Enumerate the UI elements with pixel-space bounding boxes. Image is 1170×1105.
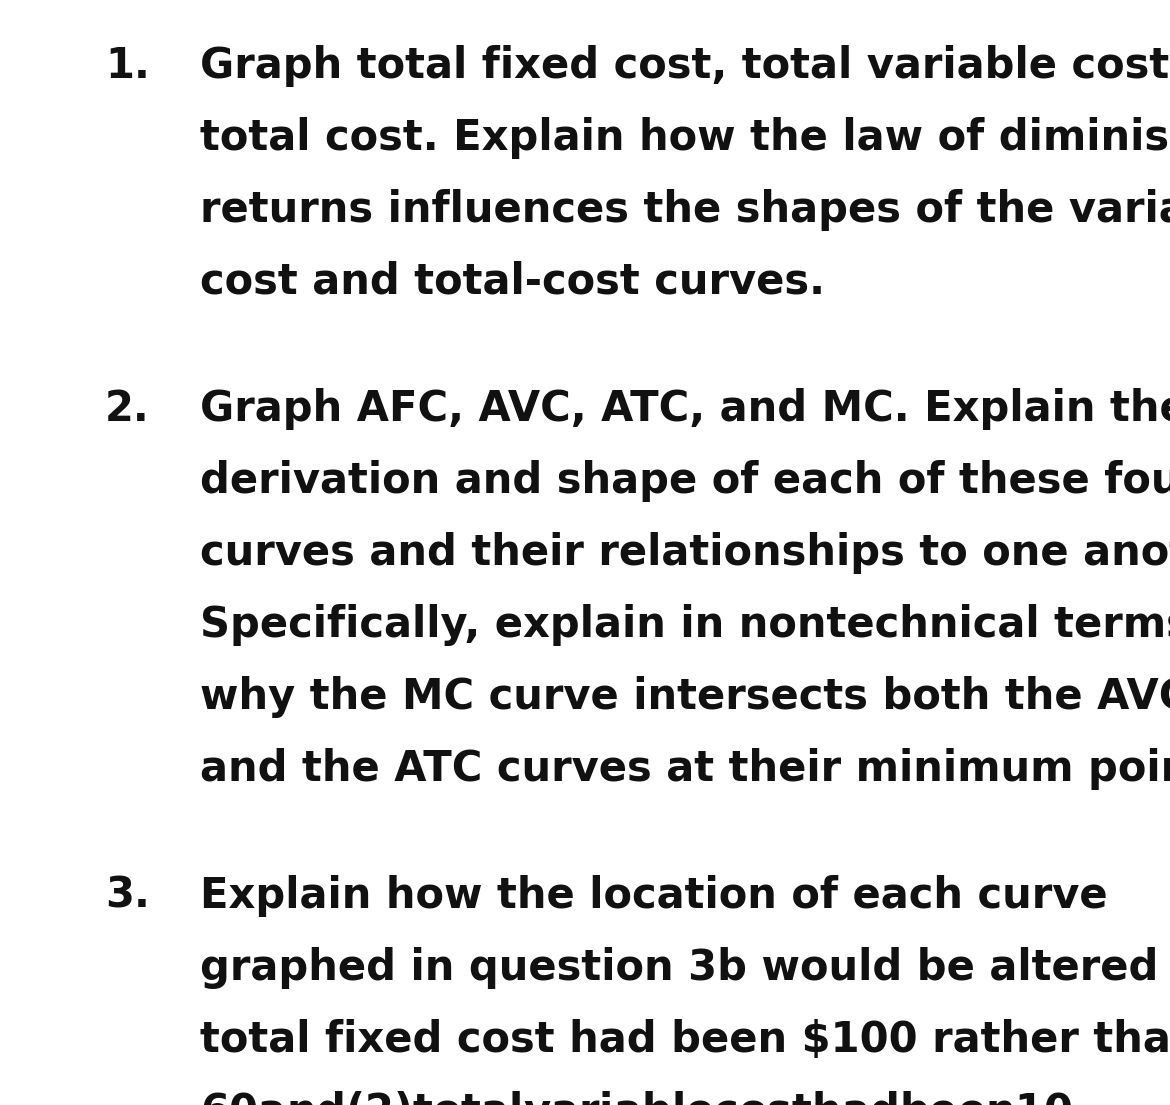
Text: graphed in question 3b would be altered if (1): graphed in question 3b would be altered … <box>200 947 1170 989</box>
Text: 3.: 3. <box>105 875 150 917</box>
Text: why the MC curve intersects both the AVC: why the MC curve intersects both the AVC <box>200 676 1170 718</box>
Text: total fixed cost had been $100 rather than: total fixed cost had been $100 rather th… <box>200 1019 1170 1061</box>
Text: Explain how the location of each curve: Explain how the location of each curve <box>200 875 1108 917</box>
Text: Graph total fixed cost, total variable cost, and: Graph total fixed cost, total variable c… <box>200 45 1170 87</box>
Text: curves and their relationships to one another.: curves and their relationships to one an… <box>200 532 1170 573</box>
Text: returns influences the shapes of the variable-: returns influences the shapes of the var… <box>200 189 1170 231</box>
Text: cost and total-cost curves.: cost and total-cost curves. <box>200 261 825 303</box>
Text: Specifically, explain in nontechnical terms: Specifically, explain in nontechnical te… <box>200 604 1170 646</box>
Text: 2.: 2. <box>105 388 150 430</box>
Text: and the ATC curves at their minimum points.: and the ATC curves at their minimum poin… <box>200 748 1170 790</box>
Text: 1.: 1. <box>105 45 150 87</box>
Text: derivation and shape of each of these four: derivation and shape of each of these fo… <box>200 460 1170 502</box>
Text: total cost. Explain how the law of diminishing: total cost. Explain how the law of dimin… <box>200 117 1170 159</box>
Text: Graph AFC, AVC, ATC, and MC. Explain the: Graph AFC, AVC, ATC, and MC. Explain the <box>200 388 1170 430</box>
Text: $60 and (2) total variable cost had been $10: $60 and (2) total variable cost had been… <box>200 1091 1073 1105</box>
